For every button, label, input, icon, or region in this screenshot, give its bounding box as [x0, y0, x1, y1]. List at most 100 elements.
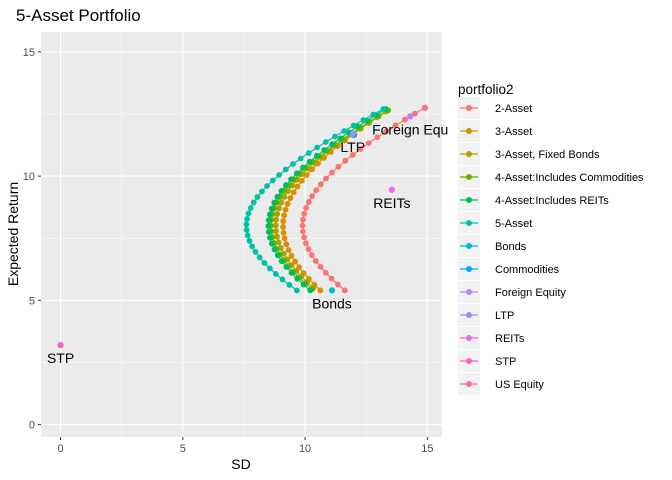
axes: 0 5 10 15 0 5 10 15	[23, 47, 434, 455]
frontier-point	[374, 134, 381, 141]
frontier-point	[269, 177, 276, 184]
frontier-point	[323, 175, 330, 182]
frontier-point	[306, 158, 313, 165]
legend-key-dot	[466, 151, 472, 157]
legend-label: 5-Asset	[495, 218, 532, 230]
frontier-point	[273, 228, 279, 234]
frontier-point	[272, 271, 279, 277]
frontier-point	[283, 241, 290, 248]
asset-label: Bonds	[312, 295, 352, 311]
frontier-point	[349, 152, 356, 158]
frontier-point	[280, 224, 286, 230]
frontier-point	[294, 275, 301, 282]
legend-item: US Equity	[458, 373, 544, 395]
frontier-point	[411, 110, 418, 117]
frontier-point	[314, 144, 321, 151]
legend-key-dot	[466, 358, 472, 364]
frontier-point	[249, 243, 256, 250]
frontier-point	[288, 252, 295, 259]
frontier-point	[272, 222, 279, 229]
frontier-point	[278, 199, 285, 206]
frontier-point	[267, 234, 273, 241]
y-tick-label: 10	[23, 171, 35, 183]
frontier-point	[300, 281, 307, 288]
frontier-point	[265, 217, 272, 224]
frontier-point	[300, 216, 306, 223]
frontier-point	[292, 258, 299, 265]
legend-label: 3-Asset	[495, 126, 532, 138]
frontier-point	[276, 205, 282, 212]
frontier-point	[273, 216, 280, 223]
legend-label: 2-Asset	[495, 103, 532, 115]
legend-key-dot	[466, 174, 472, 180]
series-5-asset	[243, 106, 387, 294]
y-tick-label: 0	[29, 420, 35, 432]
legend: portfolio2 2-Asset 3-Asset 3-Asset, Fixed …	[458, 82, 644, 395]
frontier-point	[301, 210, 308, 217]
legend-label: Commodities	[495, 264, 560, 276]
frontier-point	[305, 150, 312, 156]
frontier-point	[290, 161, 296, 167]
frontier-point	[370, 111, 377, 118]
frontier-point	[350, 122, 357, 129]
frontier-point	[243, 227, 250, 233]
frontier-point	[252, 249, 259, 255]
legend-key-dot	[466, 128, 472, 134]
frontier-point	[259, 188, 265, 195]
legend-key-dot	[466, 220, 472, 226]
frontier-point	[266, 265, 273, 272]
legend-item: Bonds	[458, 235, 527, 257]
frontier-point	[300, 164, 306, 171]
frontier-point	[276, 172, 282, 178]
frontier-point	[305, 246, 312, 253]
series-4-asset-includes-reits	[265, 106, 389, 294]
frontier-point	[299, 222, 306, 229]
frontier-point	[278, 188, 285, 194]
frontier-point	[328, 275, 335, 282]
frontier-point	[286, 282, 293, 288]
frontier-point	[282, 166, 289, 173]
frontier-point	[274, 211, 281, 217]
frontier-point	[250, 199, 257, 206]
frontier-point	[309, 193, 316, 200]
legend-item: 3-Asset	[458, 120, 532, 142]
series-layer	[243, 104, 428, 294]
chart-title: 5-Asset Portfolio	[16, 6, 141, 25]
frontier-point	[280, 229, 287, 236]
frontier-point	[281, 193, 288, 200]
asset-label: LTP	[340, 139, 365, 155]
frontier-point	[383, 128, 390, 135]
y-tick-label: 5	[29, 295, 35, 307]
frontier-point	[285, 188, 291, 195]
frontier-point	[337, 135, 344, 142]
legend-item: 5-Asset	[458, 212, 532, 234]
frontier-point	[281, 235, 288, 242]
frontier-point	[297, 155, 304, 162]
legend-item: 2-Asset	[458, 97, 532, 119]
frontier-point	[271, 246, 278, 253]
frontier-point	[317, 287, 324, 294]
grid-lines	[41, 32, 442, 437]
frontier-point	[402, 116, 408, 123]
legend-item: 4-Asset:Includes REITs	[458, 189, 609, 211]
x-tick-label: 10	[299, 443, 311, 455]
legend-label: 4-Asset:Includes REITs	[495, 195, 609, 207]
frontier-point	[300, 228, 306, 235]
x-tick-label: 5	[180, 443, 186, 455]
frontier-point	[275, 239, 282, 246]
legend-key-dot	[466, 197, 472, 203]
legend-key-dot	[466, 381, 472, 387]
legend-item: Foreign Equity	[458, 281, 566, 303]
series-2-asset	[299, 104, 428, 294]
asset-point-us-equity	[421, 104, 428, 111]
frontier-point	[317, 181, 324, 188]
frontier-point	[256, 254, 263, 261]
legend-label: LTP	[495, 310, 514, 322]
asset-label: Foreign Equ	[372, 121, 448, 137]
y-tick-label: 15	[23, 47, 35, 59]
frontier-point	[283, 264, 290, 270]
frontier-point	[331, 133, 338, 140]
frontier-point	[305, 199, 312, 205]
plot-panel	[41, 32, 442, 437]
frontier-point	[264, 183, 270, 189]
